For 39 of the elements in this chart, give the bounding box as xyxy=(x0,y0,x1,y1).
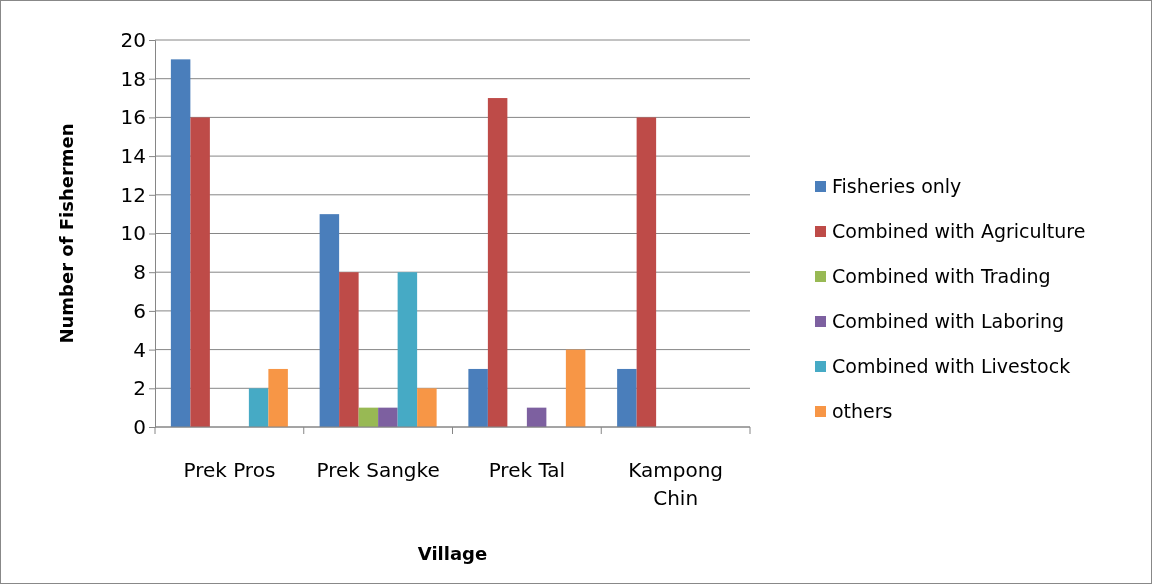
y-tick-label: 2 xyxy=(133,376,146,401)
x-tick-label: Kampong Chin xyxy=(628,458,724,510)
bar xyxy=(248,388,269,427)
y-tick-label: 10 xyxy=(120,221,146,246)
bar xyxy=(378,407,398,427)
legend-label: others xyxy=(832,400,893,422)
legend-label: Fisheries only xyxy=(832,175,962,197)
bar xyxy=(319,214,340,427)
y-tick-label: 12 xyxy=(120,182,146,207)
y-tick-label: 8 xyxy=(133,260,146,285)
y-tick-label: 4 xyxy=(133,337,146,362)
y-tick-label: 16 xyxy=(120,105,146,130)
bar xyxy=(268,368,288,427)
bar xyxy=(617,368,637,427)
x-tick-label: Prek Sangke xyxy=(316,458,440,482)
bar xyxy=(417,388,437,427)
legend-label: Combined with Livestock xyxy=(832,355,1071,377)
legend-label: Combined with Trading xyxy=(832,265,1051,287)
x-axis-title: Village xyxy=(417,543,488,564)
bar xyxy=(636,117,657,427)
y-tick-label: 6 xyxy=(133,298,146,323)
bar xyxy=(526,407,547,427)
bar xyxy=(170,59,191,427)
y-tick-label: 20 xyxy=(120,27,146,52)
bar xyxy=(339,272,359,427)
bar xyxy=(565,349,586,427)
legend-label: Combined with Agriculture xyxy=(832,220,1086,242)
y-tick-label: 0 xyxy=(133,414,146,439)
bar xyxy=(487,98,508,427)
bar xyxy=(468,368,488,427)
x-tick-label: Prek Tal xyxy=(488,458,566,482)
bar xyxy=(190,117,210,427)
x-tick-label: Prek Pros xyxy=(183,458,276,482)
legend-label: Combined with Laboring xyxy=(832,310,1065,332)
y-axis-title: Number of Fishermen xyxy=(56,123,77,344)
y-tick-label: 14 xyxy=(120,144,146,168)
y-tick-label: 18 xyxy=(120,66,146,91)
bar xyxy=(397,272,418,427)
bar xyxy=(358,407,379,427)
